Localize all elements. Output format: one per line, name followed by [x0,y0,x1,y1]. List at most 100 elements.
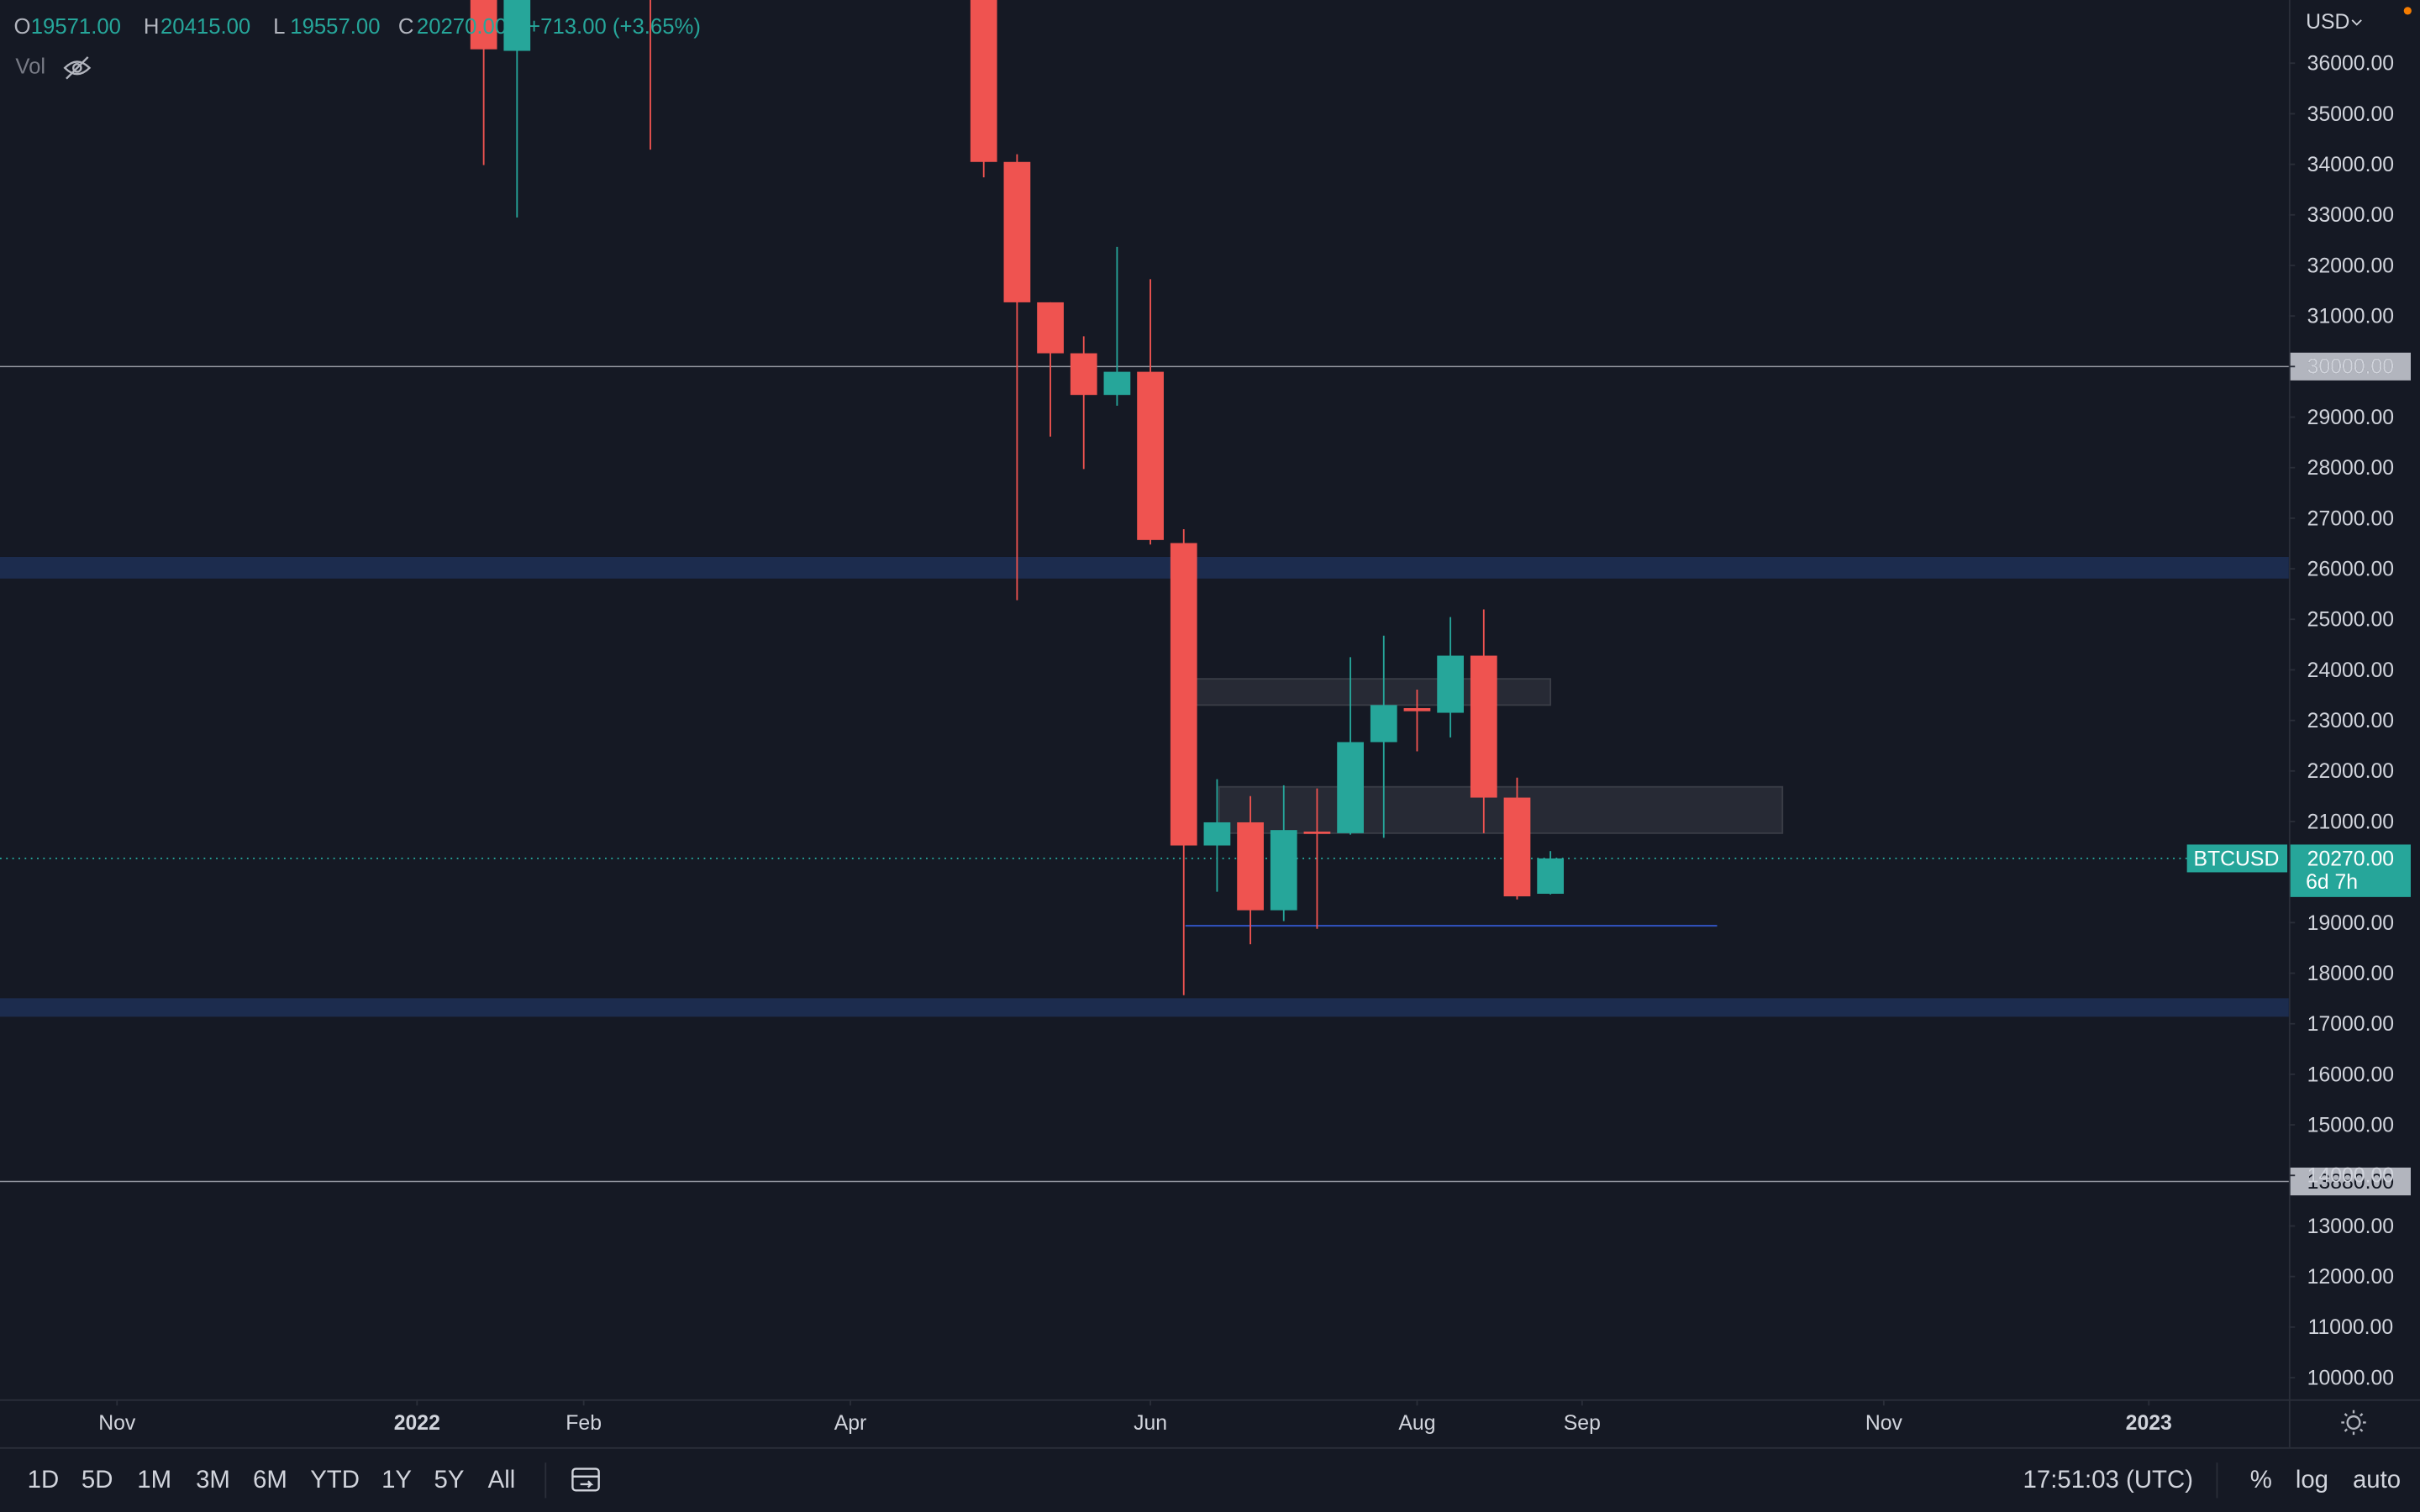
currency-selector[interactable]: USD [2306,11,2349,34]
y-tick-label: 15000.00 [2307,1114,2394,1137]
header-label: H [144,15,160,39]
zone-band [0,998,2289,1017]
range-button[interactable]: 1Y [381,1466,412,1494]
candle-body [470,0,497,50]
range-button[interactable]: 3M [196,1466,230,1494]
y-tick-label: 18000.00 [2307,963,2394,985]
header-label: O [14,15,31,39]
x-tick-label: Sep [1564,1412,1601,1435]
zone-band [0,556,2289,579]
candle-body [1370,705,1397,743]
candle-body [1470,655,1497,798]
auto-toggle[interactable]: auto [2353,1466,2401,1494]
symbol-tag-label: BTCUSD [2193,848,2279,870]
x-tick-label: Jun [1134,1412,1167,1435]
y-tick-label: 24000.00 [2307,659,2394,682]
header-value: 20270.00 [417,15,507,39]
y-tick-label: 25000.00 [2307,609,2394,632]
clock: 17:51:03 (UTC) [2023,1466,2193,1494]
candle-body [1037,302,1064,354]
candle-body [1503,797,1531,897]
x-tick-label: Nov [1865,1412,1903,1435]
candle-body [1070,353,1097,396]
x-tick-label: Aug [1398,1412,1435,1435]
date-range-icon[interactable] [571,1467,600,1492]
settings-icon[interactable] [2341,1410,2366,1436]
y-tick-label: 12000.00 [2307,1266,2394,1289]
range-button[interactable]: 5D [82,1466,113,1494]
range-button[interactable]: YTD [310,1466,360,1494]
candle-body [1403,708,1431,711]
price-tag-label: 13880.00 [2307,1171,2394,1194]
candle-body [1237,822,1264,911]
y-tick-label: 35000.00 [2307,103,2394,126]
last-price-label: 20270.00 [2307,848,2394,870]
range-button[interactable]: 5Y [434,1466,465,1494]
range-button[interactable]: 6M [253,1466,287,1494]
x-tick-label: Feb [566,1412,602,1435]
y-tick-label: 32000.00 [2307,255,2394,277]
y-tick-label: 34000.00 [2307,154,2394,176]
header-label: L [273,15,285,39]
status-dot [2403,7,2412,15]
candle-body [503,0,531,51]
y-tick-label: 30000.00 [2307,356,2394,379]
plot [0,0,2289,1183]
percent-toggle[interactable]: % [2250,1466,2272,1494]
dropdown-icon[interactable] [2351,19,2362,26]
x-tick-label: 2023 [2126,1412,2172,1435]
candle-body [1437,655,1464,713]
y-tick-label: 36000.00 [2307,53,2394,76]
vol-label[interactable]: Vol [15,55,45,79]
range-button[interactable]: 1M [137,1466,171,1494]
y-tick-label: 17000.00 [2307,1013,2394,1036]
symbol-tag [2186,844,2288,873]
x-tick-label: Apr [834,1412,867,1435]
candle-body [1137,371,1164,540]
y-tick-label: 33000.00 [2307,204,2394,227]
candle-body [1203,822,1231,846]
y-tick-label: 27000.00 [2307,507,2394,530]
y-tick-label: 29000.00 [2307,407,2394,429]
y-tick-label: 23000.00 [2307,710,2394,732]
price-tag-label: 30000.00 [2307,356,2394,379]
x-tick-label: 2022 [394,1412,440,1435]
y-tick-label: 26000.00 [2307,558,2394,580]
y-tick-label: 16000.00 [2307,1063,2394,1086]
y-tick-label: 13000.00 [2307,1215,2394,1238]
candle-body [1103,371,1131,396]
candle-body [1303,831,1331,834]
x-tick-label: Nov [98,1412,136,1435]
hide-icon[interactable] [63,56,92,80]
y-tick-label: 10000.00 [2307,1367,2394,1389]
y-tick-label: 28000.00 [2307,457,2394,480]
candle-body [1337,742,1364,833]
range-button[interactable]: 1D [28,1466,60,1494]
countdown-label: 6d 7h [2306,871,2358,894]
header-change: +713.00 (+3.65%) [528,15,701,39]
candle-body [1270,830,1297,911]
price-tag [2290,352,2411,381]
candle-body [1537,858,1565,895]
candle-body [1003,161,1031,302]
zone-box [1195,678,1552,706]
y-tick-label: 31000.00 [2307,306,2394,328]
y-tick-label: 11000.00 [2308,1316,2394,1339]
last-price-tag [2290,844,2411,897]
log-toggle[interactable]: log [2296,1466,2328,1494]
y-tick-label: 22000.00 [2307,760,2394,783]
header-value: 19557.00 [290,15,380,39]
price-tag [2290,1167,2411,1196]
zone-box [1218,785,1784,834]
header-value: 19571.00 [31,15,121,39]
header-value: 20415.00 [160,15,250,39]
y-tick-label: 19000.00 [2307,912,2394,935]
header-label: C [398,15,414,39]
y-tick-label: 21000.00 [2307,811,2394,833]
candle-body [970,0,997,162]
range-button[interactable]: All [488,1466,516,1494]
candle-body [1170,543,1197,846]
